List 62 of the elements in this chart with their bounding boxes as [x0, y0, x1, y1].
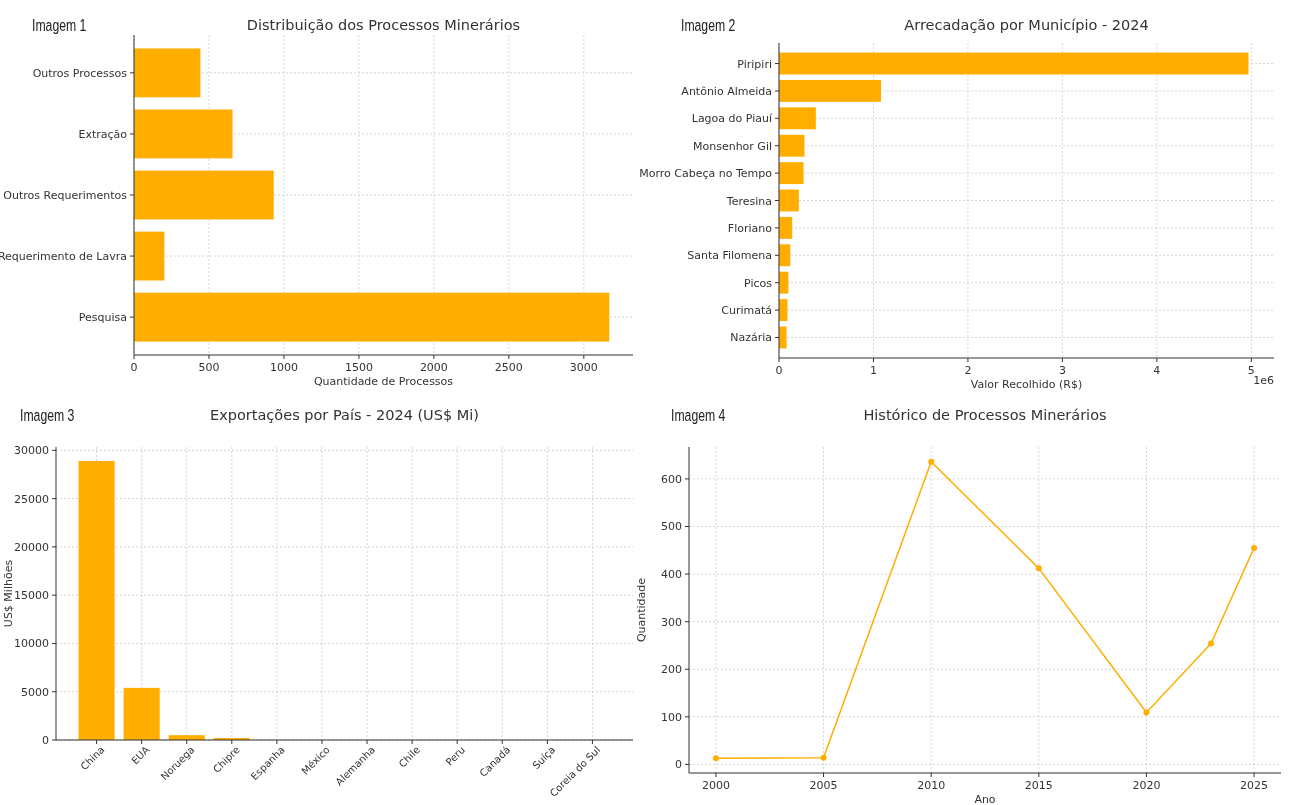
y-tick-label: Morro Cabeça no Tempo: [639, 167, 773, 181]
y-tick-label: 300: [661, 615, 682, 629]
x-tick-label: 0: [130, 361, 138, 374]
y-tick-label: 0: [42, 734, 49, 747]
x-axis-title: Quantidade de Processos: [313, 375, 454, 388]
x-axis-title: Ano: [974, 793, 996, 805]
x-tick-label: 2500: [494, 361, 523, 374]
text: Imagem 1: [32, 16, 87, 35]
x-tick-label: 3000: [569, 361, 598, 374]
y-axis-title: US$ Milhões: [2, 559, 15, 628]
x-tick-label: 2015: [1024, 779, 1053, 792]
y-tick-label: Pesquisa: [78, 311, 127, 325]
y-tick-label: Extração: [78, 127, 128, 141]
y-tick-label: 500: [661, 520, 682, 534]
y-tick-label: 600: [661, 472, 682, 486]
y-tick-label: 100: [661, 710, 682, 724]
x-tick-label: 500: [198, 361, 220, 374]
x-tick-label: 2010: [917, 779, 946, 792]
x-axis-title: Valor Recolhido (R$): [970, 378, 1083, 391]
y-tick-label: 20000: [14, 540, 49, 554]
x-tick-label: 0: [775, 364, 783, 377]
y-tick-label: Santa Filomena: [687, 249, 772, 263]
text: 1e6: [1253, 374, 1274, 387]
x-tick-label: 2000: [419, 361, 448, 374]
y-tick-label: 25000: [14, 492, 49, 506]
chart-title: Histórico de Processos Minerários: [863, 407, 1107, 423]
text: Imagem 2: [681, 16, 736, 35]
y-tick-label: Monsenhor Gil: [692, 139, 772, 153]
chart-title: Distribuição dos Processos Minerários: [246, 17, 521, 33]
x-tick-label: 2000: [701, 779, 730, 792]
y-tick-label: 30000: [14, 444, 49, 458]
y-axis-title: Quantidade: [635, 577, 648, 643]
y-tick-label: Teresina: [725, 194, 772, 208]
y-tick-label: 400: [661, 568, 682, 582]
y-tick-label: Curimatá: [721, 304, 772, 318]
x-tick-label: 4: [1153, 364, 1161, 377]
y-tick-label: 5000: [21, 685, 49, 699]
y-tick-label: Lagoa do Piauí: [691, 112, 773, 126]
y-tick-label: Outros Requerimentos: [3, 189, 128, 202]
x-tick-label: 1: [869, 364, 877, 377]
x-tick-label: 1500: [344, 361, 373, 374]
y-tick-label: 10000: [14, 637, 49, 651]
y-tick-label: Picos: [744, 276, 773, 290]
text: Imagem 3: [20, 406, 75, 425]
x-tick-label: 2005: [809, 779, 838, 792]
x-tick-label: 5: [1247, 364, 1255, 377]
x-tick-label: 2: [964, 364, 972, 377]
chart-title: Exportações por País - 2024 (US$ Mi): [210, 407, 479, 423]
y-tick-label: 200: [661, 663, 682, 677]
x-tick-label: 2020: [1132, 779, 1161, 792]
y-tick-label: Floriano: [727, 221, 773, 235]
text: Imagem 4: [671, 406, 726, 425]
y-tick-label: Nazária: [730, 331, 772, 345]
chart-title: Arrecadação por Município - 2024: [904, 17, 1149, 33]
y-tick-label: Outros Processos: [32, 66, 128, 80]
x-tick-label: 1000: [269, 361, 298, 374]
y-tick-label: Antônio Almeida: [681, 84, 772, 98]
y-tick-label: 15000: [14, 589, 49, 603]
x-tick-label: 3: [1058, 364, 1066, 377]
x-tick-label: 2025: [1240, 779, 1269, 792]
y-tick-label: Piripiri: [737, 57, 772, 71]
x-tick-label: EUA: [129, 744, 152, 767]
